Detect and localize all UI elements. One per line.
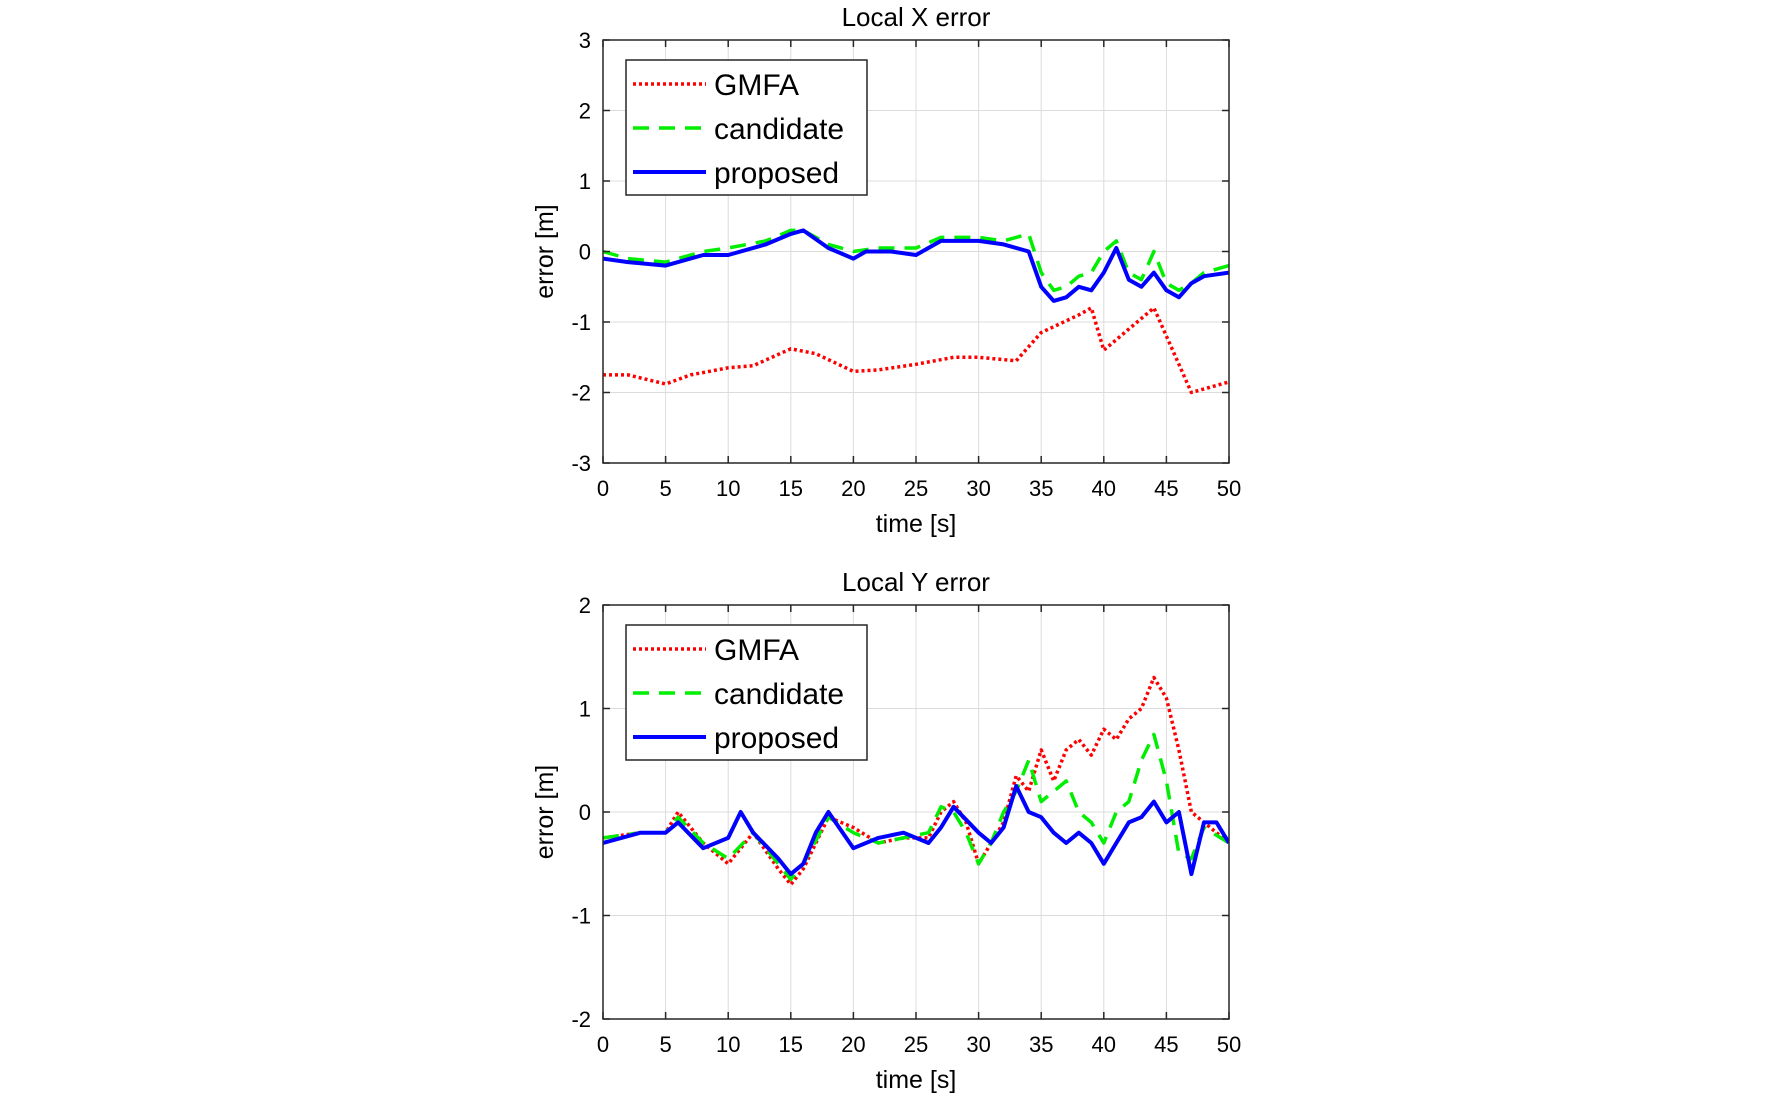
x-tick-label: 10 [716,1032,740,1057]
x-tick-label: 35 [1029,1032,1053,1057]
x-tick-label: 0 [597,476,609,501]
x-tick-label: 20 [841,476,865,501]
x-tick-label: 5 [659,1032,671,1057]
y-axis-label: error [m] [531,765,559,859]
legend-label-candidate: candidate [714,113,844,146]
x-tick-label: 30 [966,476,990,501]
series-line-proposed [603,784,1229,877]
chart-title: Local X error [842,2,991,32]
x-tick-label: 15 [779,476,803,501]
legend: GMFA candidate proposed [625,624,868,761]
y-tick-label: -3 [571,451,591,476]
series-line-gmfa [603,306,1229,395]
y-tick-label: 2 [579,593,591,618]
y-tick-label: -1 [571,904,591,929]
x-tick-label: 45 [1154,476,1178,501]
y-tick-label: -1 [571,310,591,335]
y-tick-label: 1 [579,169,591,194]
y-tick-label: 3 [579,28,591,53]
x-axis-label: time [s] [876,1066,957,1094]
y-tick-label: 0 [579,800,591,825]
legend-label-proposed: proposed [714,722,839,755]
x-tick-label: 40 [1092,1032,1116,1057]
chart-local-y-error: 0 5 10 15 20 25 30 35 40 45 50 -2 -1 0 1 2 Local Y error… [531,567,1241,1094]
chart-title: Local Y error [842,567,990,597]
y-axis-label: error [m] [531,204,559,298]
x-tick-label: 30 [966,1032,990,1057]
y-tick-label: 0 [579,240,591,265]
x-tick-label: 45 [1154,1032,1178,1057]
x-tick-label: 0 [597,1032,609,1057]
x-tick-label: 20 [841,1032,865,1057]
y-tick-label: -2 [571,381,591,406]
y-tick-label: -2 [571,1007,591,1032]
y-tick-label: 2 [579,99,591,124]
y-tick-label: 1 [579,697,591,722]
series-line-candidate [603,228,1229,293]
x-tick-label: 40 [1092,476,1116,501]
x-tick-label: 25 [904,476,928,501]
x-tick-label: 25 [904,1032,928,1057]
x-tick-label: 10 [716,476,740,501]
legend-label-candidate: candidate [714,678,844,711]
x-axis-label: time [s] [876,510,957,538]
series-line-proposed [603,228,1229,303]
chart-local-x-error: 0 5 10 15 20 25 30 35 40 45 50 -3 -2 -1 0 1 2 3 Local X er… [531,2,1241,538]
x-tick-label: 5 [659,476,671,501]
x-tick-label: 50 [1217,476,1241,501]
x-tick-label: 50 [1217,1032,1241,1057]
legend: GMFA candidate proposed [625,59,868,196]
legend-label-proposed: proposed [714,157,839,190]
legend-label-gmfa: GMFA [714,634,799,667]
x-tick-label: 35 [1029,476,1053,501]
legend-label-gmfa: GMFA [714,69,799,102]
x-tick-label: 15 [779,1032,803,1057]
